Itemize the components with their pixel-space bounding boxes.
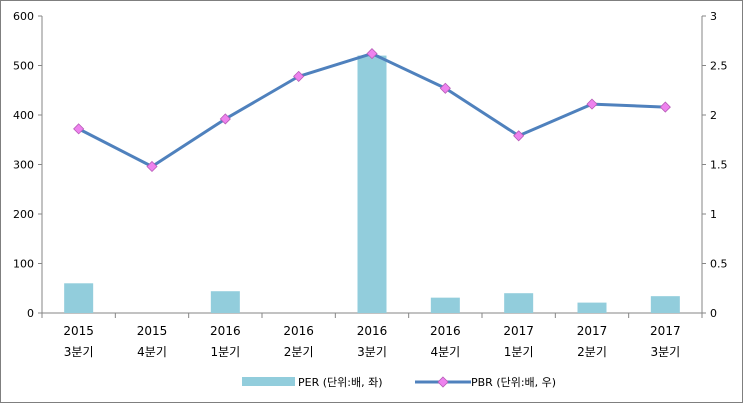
- per-bar: [357, 55, 387, 313]
- legend: PER (단위:배, 좌) PBR (단위:배, 우): [242, 376, 556, 389]
- pbr-point: [439, 82, 451, 94]
- pbr-line: [73, 48, 671, 173]
- x-tick-label-quarter: 2분기: [284, 345, 314, 359]
- pbr-point: [219, 113, 231, 125]
- pbr-point: [293, 70, 305, 82]
- x-tick-label-quarter: 1분기: [504, 345, 534, 359]
- x-tick-label-year: 2016: [430, 324, 461, 338]
- left-tick-label: 300: [13, 159, 34, 172]
- x-tick-label-quarter: 3분기: [357, 345, 387, 359]
- per-bar: [430, 297, 460, 313]
- right-tick-label: 3: [710, 10, 717, 23]
- legend-per-label: PER (단위:배, 좌): [298, 376, 383, 389]
- per-bar: [64, 283, 94, 313]
- right-tick-label: 0: [710, 307, 717, 320]
- legend-pbr-marker: [437, 376, 449, 388]
- x-tick-label-year: 2017: [650, 324, 681, 338]
- x-tick-label-year: 2015: [63, 324, 94, 338]
- pbr-point: [513, 130, 525, 142]
- x-tick-label-quarter: 3분기: [650, 345, 680, 359]
- x-tick-labels: 2015 3분기 2015 4분기 2016 1분기 2016 2분기 2016 3분기 2016 4…: [63, 324, 680, 359]
- left-tick-label: 0: [27, 307, 34, 320]
- x-tick-label-quarter: 3분기: [64, 345, 94, 359]
- left-tick-label: 400: [13, 109, 34, 122]
- left-tick-label: 500: [13, 60, 34, 73]
- pbr-point: [366, 48, 378, 60]
- right-tick-label: 2: [710, 109, 717, 122]
- pbr-point: [659, 101, 671, 113]
- pbr-point: [73, 123, 85, 135]
- legend-pbr-label: PBR (단위:배, 우): [471, 376, 556, 389]
- left-tick-label: 600: [13, 10, 34, 23]
- per-bar: [577, 302, 607, 313]
- left-tick-label: 200: [13, 208, 34, 221]
- right-tick-label: 2.5: [710, 60, 728, 73]
- axes: 0 100 200 300 400 500 600 0 0.5 1 1.5 2 2.5 3: [13, 10, 728, 320]
- x-tick-label-year: 2015: [137, 324, 168, 338]
- x-tick-label-quarter: 4분기: [137, 345, 167, 359]
- pbr-point: [586, 98, 598, 110]
- legend-per-swatch: [242, 377, 295, 386]
- x-tick-label-year: 2017: [577, 324, 608, 338]
- pbr-point: [146, 160, 158, 173]
- per-bars: [64, 55, 680, 313]
- x-tick-label-quarter: 2분기: [577, 345, 607, 359]
- right-tick-label: 1: [710, 208, 717, 221]
- per-bar: [210, 291, 240, 313]
- x-tick-label-year: 2016: [357, 324, 388, 338]
- right-tick-label: 0.5: [710, 258, 728, 271]
- x-tick-label-year: 2016: [283, 324, 314, 338]
- right-tick-label: 1.5: [710, 159, 728, 172]
- left-tick-label: 100: [13, 258, 34, 271]
- per-bar: [650, 296, 680, 313]
- x-tick-label-year: 2016: [210, 324, 241, 338]
- x-tick-label-quarter: 1분기: [210, 345, 240, 359]
- x-tick-label-year: 2017: [503, 324, 534, 338]
- x-tick-label-quarter: 4분기: [430, 345, 460, 359]
- per-bar: [504, 293, 534, 313]
